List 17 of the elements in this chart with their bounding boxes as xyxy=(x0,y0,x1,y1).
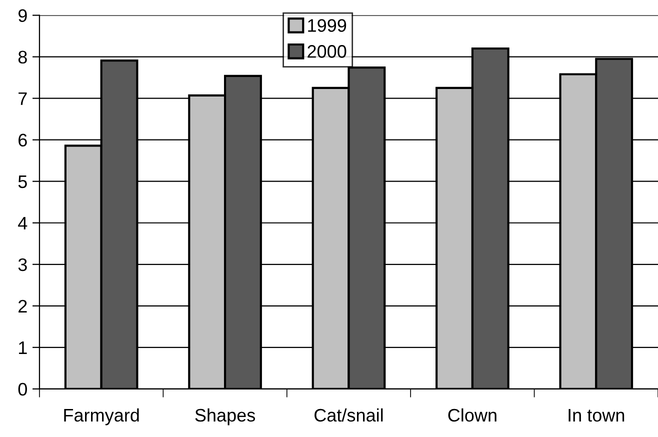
y-tick-label: 6 xyxy=(18,134,27,147)
y-tick-label: 3 xyxy=(18,258,27,272)
x-tick-label: Shapes xyxy=(195,408,256,426)
y-tick-label: 9 xyxy=(18,9,27,22)
legend-label: 1999 xyxy=(308,19,346,32)
x-tick-label: Clown xyxy=(448,408,496,422)
y-tick-label: 5 xyxy=(18,175,27,188)
x-tick-label: Farmyard xyxy=(64,408,139,426)
y-tick-label: 2 xyxy=(18,300,27,312)
y-tick-label: 4 xyxy=(18,216,28,230)
y-tick-label: 7 xyxy=(18,92,27,105)
y-tick-label: 1 xyxy=(19,342,27,354)
x-tick-label: Cat/snail xyxy=(314,408,383,422)
legend-label: 2000 xyxy=(308,45,346,58)
y-tick-label: 0 xyxy=(18,382,27,396)
y-tick-label: 8 xyxy=(18,50,27,64)
x-tick-label: In town xyxy=(568,409,624,422)
